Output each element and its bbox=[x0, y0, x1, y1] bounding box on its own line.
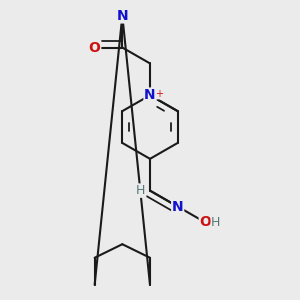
Text: N: N bbox=[144, 88, 156, 102]
Text: H: H bbox=[211, 216, 220, 229]
Text: N: N bbox=[172, 200, 184, 214]
Text: +: + bbox=[155, 89, 163, 99]
Text: N: N bbox=[116, 9, 128, 23]
Text: H: H bbox=[136, 184, 146, 197]
Text: O: O bbox=[200, 215, 211, 230]
Text: O: O bbox=[89, 40, 100, 55]
